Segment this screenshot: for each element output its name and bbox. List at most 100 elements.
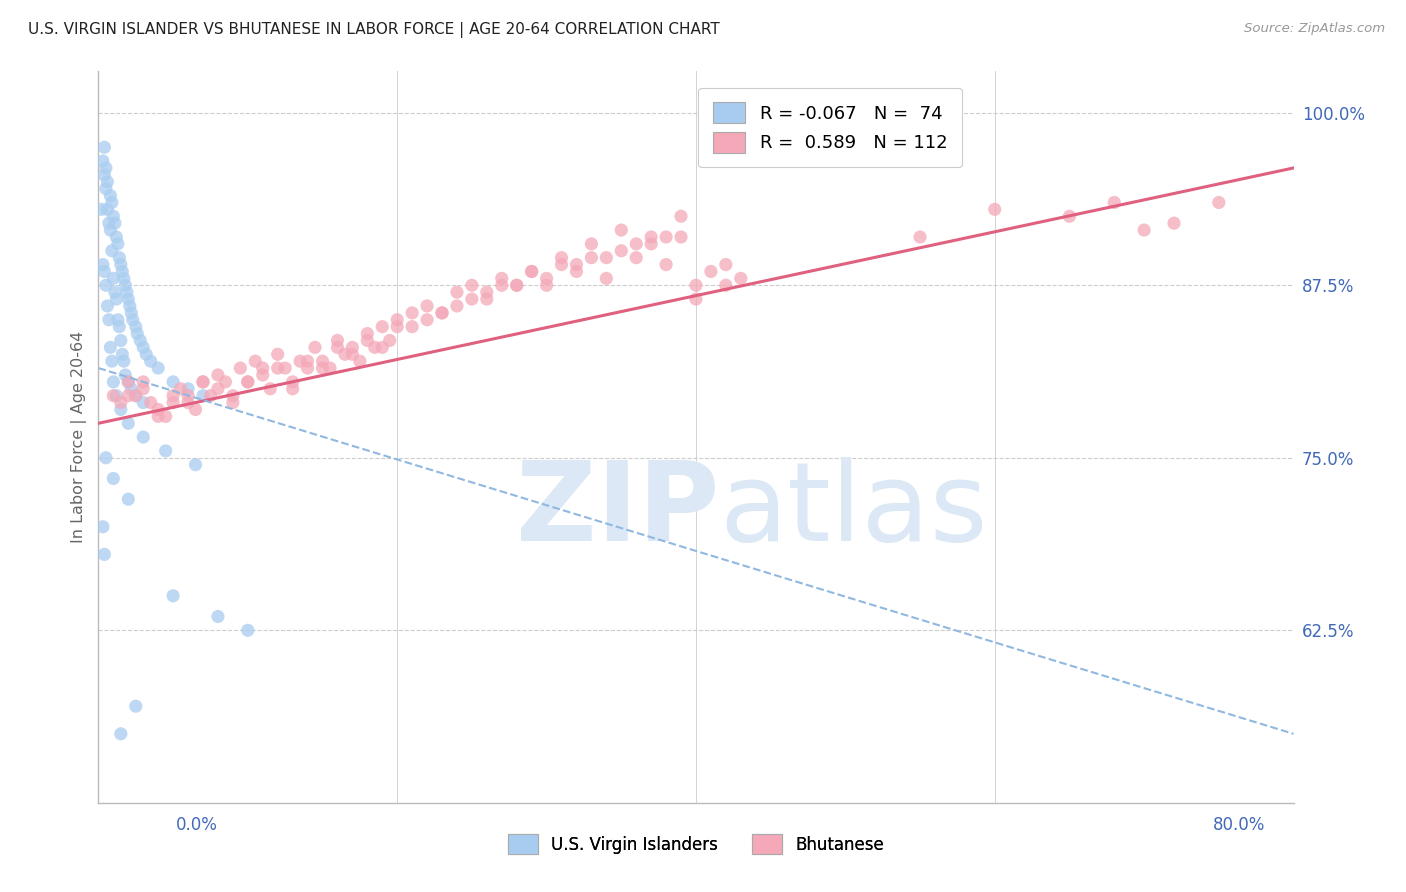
Point — [342, 347, 364, 361]
Point — [132, 395, 155, 409]
Point — [1208, 195, 1230, 210]
Point — [626, 236, 648, 251]
Point — [640, 236, 662, 251]
Point — [236, 375, 259, 389]
Point — [274, 361, 297, 376]
Text: 80.0%: 80.0% — [1213, 816, 1265, 834]
Point — [342, 340, 364, 354]
Point — [565, 264, 588, 278]
Point — [108, 251, 131, 265]
Point — [96, 299, 118, 313]
Point — [132, 375, 155, 389]
Point — [177, 382, 200, 396]
Point — [148, 409, 170, 424]
Text: atlas: atlas — [720, 457, 988, 564]
Point — [610, 223, 633, 237]
Point — [148, 402, 170, 417]
Point — [103, 209, 125, 223]
Point — [107, 236, 129, 251]
Point — [207, 609, 229, 624]
Point — [114, 278, 136, 293]
Point — [125, 389, 148, 403]
Point — [191, 375, 214, 389]
Point — [135, 347, 157, 361]
Point — [117, 292, 139, 306]
Point — [110, 334, 132, 348]
Point — [655, 230, 678, 244]
Point — [94, 450, 117, 465]
Point — [461, 292, 484, 306]
Point — [94, 161, 117, 175]
Point — [111, 347, 134, 361]
Point — [117, 417, 139, 431]
Point — [103, 375, 125, 389]
Text: U.S. VIRGIN ISLANDER VS BHUTANESE IN LABOR FORCE | AGE 20-64 CORRELATION CHART: U.S. VIRGIN ISLANDER VS BHUTANESE IN LAB… — [28, 22, 720, 38]
Point — [101, 195, 124, 210]
Point — [908, 230, 931, 244]
Point — [333, 347, 356, 361]
Point — [129, 334, 152, 348]
Point — [491, 271, 513, 285]
Point — [110, 402, 132, 417]
Point — [475, 285, 498, 300]
Point — [520, 264, 543, 278]
Point — [236, 624, 259, 638]
Point — [207, 382, 229, 396]
Point — [94, 182, 117, 196]
Point — [107, 312, 129, 326]
Point — [105, 389, 128, 403]
Point — [117, 492, 139, 507]
Point — [127, 326, 149, 341]
Point — [984, 202, 1007, 217]
Point — [626, 251, 648, 265]
Point — [103, 389, 125, 403]
Point — [416, 312, 439, 326]
Point — [104, 216, 127, 230]
Point — [491, 278, 513, 293]
Point — [229, 361, 252, 376]
Point — [91, 258, 114, 272]
Point — [94, 278, 117, 293]
Point — [304, 340, 326, 354]
Point — [169, 382, 191, 396]
Text: 0.0%: 0.0% — [176, 816, 218, 834]
Point — [125, 389, 148, 403]
Point — [259, 382, 281, 396]
Point — [177, 389, 200, 403]
Point — [108, 319, 131, 334]
Point — [385, 319, 409, 334]
Point — [446, 285, 468, 300]
Point — [207, 368, 229, 382]
Point — [640, 230, 662, 244]
Point — [139, 354, 162, 368]
Point — [162, 375, 184, 389]
Point — [162, 589, 184, 603]
Point — [288, 354, 311, 368]
Point — [536, 278, 558, 293]
Point — [184, 458, 207, 472]
Point — [297, 354, 319, 368]
Point — [162, 395, 184, 409]
Point — [222, 395, 245, 409]
Text: ZIP: ZIP — [516, 457, 720, 564]
Point — [90, 202, 112, 217]
Point — [96, 175, 118, 189]
Point — [356, 334, 378, 348]
Point — [655, 258, 678, 272]
Point — [97, 216, 120, 230]
Point — [281, 382, 304, 396]
Point — [121, 312, 143, 326]
Point — [105, 292, 128, 306]
Point — [103, 471, 125, 485]
Point — [93, 264, 115, 278]
Point — [1059, 209, 1081, 223]
Point — [125, 699, 148, 714]
Point — [118, 299, 141, 313]
Point — [98, 188, 122, 202]
Point — [1133, 223, 1156, 237]
Point — [281, 375, 304, 389]
Point — [311, 354, 333, 368]
Point — [132, 340, 155, 354]
Point — [550, 251, 572, 265]
Point — [371, 319, 394, 334]
